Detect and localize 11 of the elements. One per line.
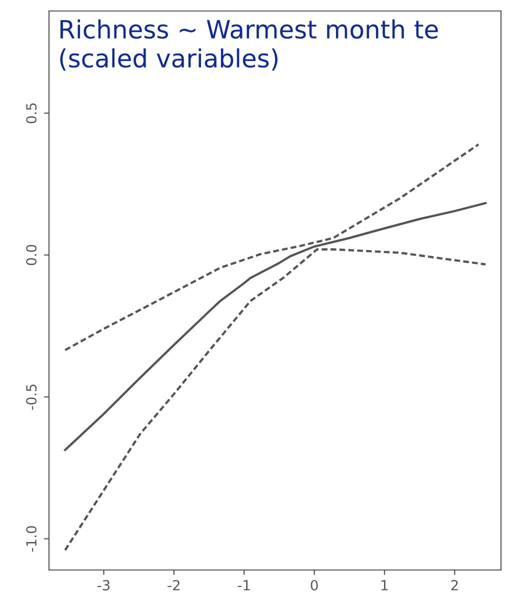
x-tick-label: -2: [168, 580, 180, 590]
y-tick-label: 0.0: [26, 244, 37, 266]
x-tick-label: 2: [451, 580, 458, 590]
x-tick-label: 1: [382, 580, 388, 590]
text: Richness ~ Warmest month te (scaled variables): [60, 19, 438, 71]
x-tick-label: 0: [310, 580, 318, 590]
y-tick-label: -0.5: [26, 384, 37, 410]
x-tick-label: -1: [238, 580, 250, 590]
y-tick-label: -1.0: [26, 526, 37, 552]
y-tick-label: 0.5: [26, 103, 37, 124]
x-tick-label: -3: [98, 580, 110, 590]
